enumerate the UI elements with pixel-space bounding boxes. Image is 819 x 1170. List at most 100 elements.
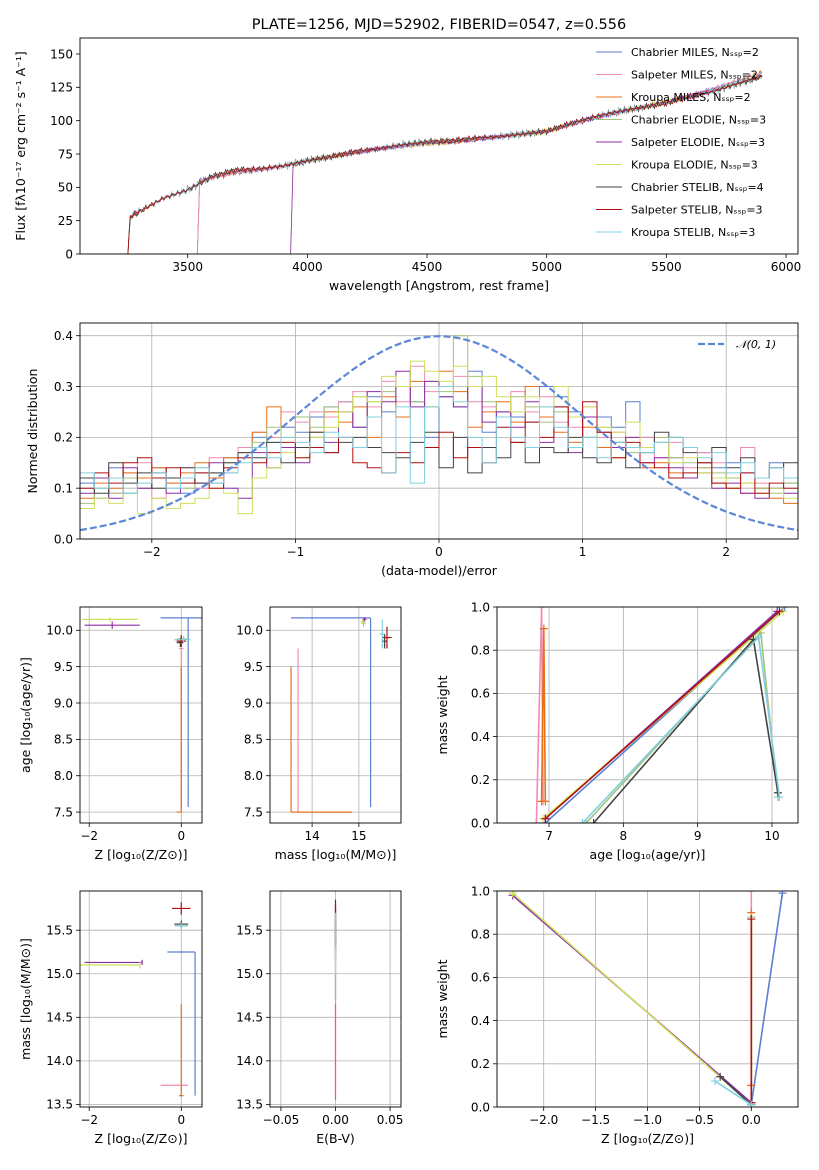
mass-weight-marker (578, 819, 587, 823)
y-tick-label: 8.5 (54, 733, 73, 747)
legend-entry: Salpeter STELIB, Nₛₛₚ=3 (631, 204, 763, 217)
x-tick-label: 15 (351, 829, 366, 843)
x-tick-label: −2 (143, 545, 161, 559)
axes-frame (79, 606, 203, 824)
mass-weight-marker (532, 819, 541, 823)
y-tick-label: 7.5 (54, 805, 73, 819)
y-tick-label: 0.4 (471, 1014, 490, 1028)
y-tick-label: 0.8 (471, 644, 490, 658)
x-axis-label: E(B-V) (316, 1131, 355, 1146)
x-tick-label: 9 (694, 829, 702, 843)
error-point (172, 902, 191, 915)
mass-weight-marker (582, 819, 591, 823)
x-tick-label: −0.05 (263, 1113, 300, 1127)
axes-frame (79, 37, 799, 255)
y-tick-label: 0.2 (54, 431, 73, 445)
mass-weight-marker (778, 891, 787, 898)
y-tick-label: 8.0 (244, 769, 263, 783)
y-tick-label: 0.4 (471, 730, 490, 744)
plot-area (290, 617, 392, 813)
massweight-vs-metallicity-panel: −2.0 −1.5 −1.0 −0.5 0.0 0.0 0.2 0.4 0.6 0.8 1.0 Z [… (435, 884, 799, 1146)
error-point (160, 617, 202, 807)
mass-weight-marker (780, 607, 789, 611)
error-point (361, 619, 366, 627)
x-tick-label: 0 (177, 829, 185, 843)
x-tick-label: −2 (80, 829, 98, 843)
x-tick-label: 1 (579, 545, 587, 559)
legend-entry: 𝒩(0, 1) (736, 338, 776, 351)
x-tick-label: −1 (287, 545, 305, 559)
error-point (84, 959, 143, 966)
x-tick-label: 6000 (771, 260, 802, 274)
x-axis-label: (data-model)/error (381, 563, 498, 578)
legend-entry: Salpeter MILES, Nₛₛₚ=2 (631, 69, 758, 82)
plot-area (80, 902, 196, 1097)
mass-vs-metallicity-panel: −2 0 13.5 14.0 14.5 15.0 15.5 Z [log₁₀(Z/Z⊙)] ma… (18, 890, 203, 1146)
y-tick-label: 8.5 (244, 733, 263, 747)
y-tick-label: 1.0 (471, 600, 490, 614)
y-tick-label: 10.0 (46, 624, 73, 638)
y-tick-label: 14.5 (236, 1011, 263, 1025)
mass-weight-line (750, 893, 784, 1105)
normal-curve (80, 335, 798, 532)
error-point (382, 626, 392, 649)
y-tick-label: 9.0 (244, 696, 263, 710)
mass-weight-line (719, 1076, 752, 1106)
legend: 𝒩(0, 1) (698, 338, 776, 351)
y-tick-label: 0.8 (471, 928, 490, 942)
y-tick-label: 0.1 (54, 481, 73, 495)
legend-entry: Chabrier MILES, Nₛₛₚ=2 (631, 46, 759, 59)
y-tick-label: 10.0 (236, 624, 263, 638)
y-tick-label: 14.0 (46, 1054, 73, 1068)
legend-entry: Kroupa ELODIE, Nₛₛₚ=3 (631, 159, 758, 172)
legend-entry: Chabrier ELODIE, Nₛₛₚ=3 (631, 114, 766, 127)
axes-frame (496, 890, 799, 1108)
mass-weight-marker (747, 1100, 756, 1107)
y-tick-label: 9.5 (244, 660, 263, 674)
error-point (167, 951, 196, 1096)
error-point (290, 666, 352, 813)
y-tick-label: 15.5 (46, 923, 73, 937)
axes-frame (79, 322, 799, 540)
mass-weight-marker (541, 814, 550, 823)
axes-frame (269, 606, 402, 824)
y-axis-label: mass [log₁₀(M/M⊙)] (18, 938, 33, 1060)
x-tick-label: −2.0 (529, 1113, 558, 1127)
y-tick-label: 14.0 (236, 1054, 263, 1068)
y-axis-label: mass weight (435, 675, 450, 754)
x-axis-label: Z [log₁₀(Z/Z⊙)] (95, 1131, 188, 1146)
y-tick-label: 0.2 (471, 773, 490, 787)
y-tick-label: 100 (50, 114, 73, 128)
y-tick-label: 125 (50, 81, 73, 95)
x-tick-label: 2 (722, 545, 730, 559)
y-tick-label: 0.0 (54, 532, 73, 546)
y-tick-label: 0.6 (471, 687, 490, 701)
plot-area (115, 69, 763, 254)
error-point (174, 636, 191, 644)
x-tick-label: 4500 (412, 260, 443, 274)
error-point (84, 621, 140, 629)
mass-weight-marker (716, 1072, 725, 1081)
y-tick-label: 150 (50, 47, 73, 61)
plot-area (82, 617, 202, 813)
y-tick-label: 14.5 (46, 1011, 73, 1025)
error-point (291, 617, 372, 807)
y-tick-label: 0.0 (471, 1100, 490, 1114)
legend-entry: Kroupa MILES, Nₛₛₚ=2 (631, 91, 751, 104)
axes-frame (269, 890, 402, 1108)
mass-weight-marker (710, 1077, 719, 1086)
x-tick-label: 7 (545, 829, 553, 843)
error-point (178, 1004, 184, 1097)
legend-entry: Kroupa STELIB, Nₛₛₚ=3 (631, 226, 755, 239)
x-tick-label: −1.0 (633, 1113, 662, 1127)
legend-entry: Salpeter ELODIE, Nₛₛₚ=3 (631, 136, 765, 149)
chart-title: PLATE=1256, MJD=52902, FIBERID=0547, z=0… (252, 17, 626, 33)
massweight-vs-age-panel: 7 8 9 10 0.0 0.2 0.4 0.6 0.8 1.0 age [log₁₀(age/yr… (435, 600, 799, 862)
x-tick-label: 0 (435, 545, 443, 559)
x-tick-label: 10 (764, 829, 779, 843)
y-tick-label: 50 (58, 181, 73, 195)
y-tick-label: 9.0 (54, 696, 73, 710)
x-axis-label: wavelength [Angstrom, rest frame] (329, 278, 549, 293)
y-tick-label: 15.0 (236, 967, 263, 981)
